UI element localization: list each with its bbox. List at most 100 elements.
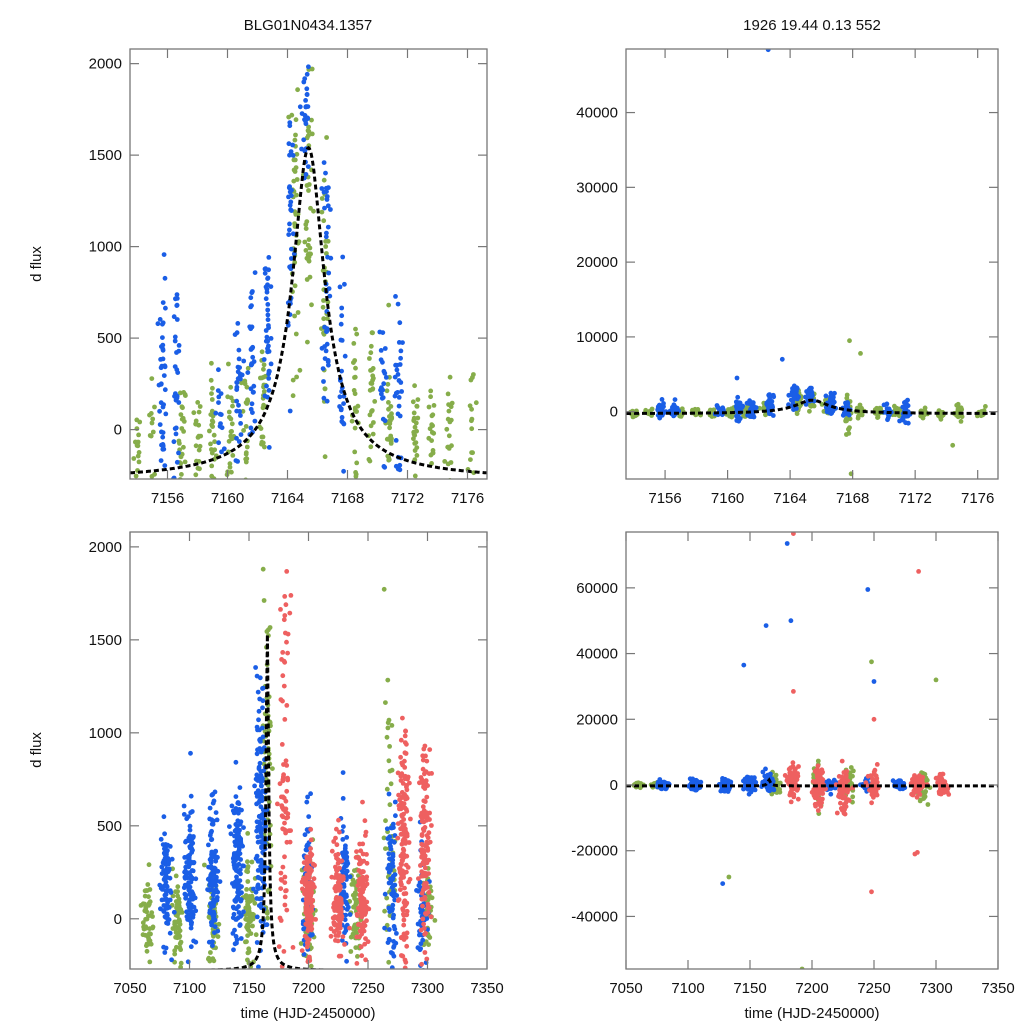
point-blue [163, 905, 169, 911]
point-blue [254, 673, 260, 679]
point-blue [287, 184, 292, 190]
point-blue [256, 875, 262, 881]
point-blue [234, 863, 240, 869]
point-red [408, 816, 413, 822]
point-blue [387, 856, 392, 862]
point-blue [304, 92, 310, 97]
point-blue [264, 334, 270, 340]
point-green [371, 375, 376, 381]
point-blue [338, 407, 344, 413]
point-red [398, 754, 403, 760]
point-blue [386, 862, 392, 868]
point-green [354, 331, 360, 337]
point-green [353, 474, 359, 479]
x-tick-label: 7350 [470, 980, 503, 997]
point-red [422, 881, 427, 887]
point-red [784, 775, 790, 780]
point-blue [323, 234, 329, 240]
point-red [337, 829, 342, 835]
point-green [194, 458, 199, 464]
point-blue [235, 321, 241, 326]
point-blue [262, 266, 268, 272]
point-red [285, 777, 291, 783]
point-green [209, 408, 215, 414]
point-blue [289, 208, 294, 214]
point-blue [209, 872, 215, 878]
point-blue [233, 822, 239, 827]
point-blue [341, 421, 347, 427]
point-red [328, 926, 334, 932]
point-green [243, 477, 248, 479]
point-blue [391, 888, 396, 894]
point-green [148, 913, 154, 918]
point-blue [327, 293, 333, 299]
point-green [209, 360, 214, 366]
point-blue [339, 938, 345, 943]
point-red [284, 839, 290, 845]
point-blue [325, 224, 331, 230]
x-tick-label: 7172 [391, 490, 424, 507]
y-tick-label: 0 [114, 911, 122, 928]
point-blue [339, 338, 345, 343]
point-blue [214, 874, 219, 880]
point-blue [417, 932, 422, 938]
point-red [304, 885, 310, 891]
point-green [258, 375, 263, 381]
point-green [352, 449, 358, 455]
point-red [303, 866, 308, 872]
point-green [387, 744, 392, 749]
point-blue [289, 246, 294, 252]
point-red [424, 794, 430, 800]
point-green [983, 404, 988, 409]
point-blue [221, 446, 227, 452]
point-blue [234, 877, 240, 883]
point-blue [253, 665, 258, 670]
point-green [470, 375, 475, 380]
point-blue [265, 312, 271, 318]
point-red [284, 788, 290, 794]
point-green [245, 864, 251, 869]
point-blue [424, 916, 430, 921]
point-red [404, 943, 410, 949]
point-blue [234, 917, 239, 922]
point-blue [236, 810, 241, 816]
point-green [244, 887, 250, 892]
point-blue [212, 789, 218, 795]
point-green [308, 251, 313, 257]
point-red [283, 809, 289, 815]
point-red [418, 863, 423, 868]
point-red [400, 953, 406, 959]
point-red [401, 917, 407, 923]
point-blue [766, 392, 772, 398]
point-blue [378, 348, 384, 353]
point-blue [183, 895, 189, 901]
point-outlier-blue [734, 375, 740, 381]
point-blue [266, 323, 271, 328]
point-red [419, 777, 425, 783]
point-red [332, 922, 338, 928]
point-green [179, 472, 184, 477]
point-red [400, 715, 405, 721]
point-green [428, 394, 433, 400]
point-red [419, 853, 425, 859]
y-tick-label: 2000 [89, 56, 122, 73]
point-green [429, 438, 434, 443]
point-blue [810, 393, 815, 398]
point-red [365, 939, 371, 945]
point-blue [760, 779, 766, 785]
point-green [136, 450, 142, 455]
point-red [282, 613, 288, 618]
point-red [815, 763, 821, 769]
point-blue [344, 868, 350, 874]
point-blue [669, 411, 675, 417]
point-red [288, 593, 294, 598]
point-blue [399, 389, 404, 394]
point-green [923, 789, 928, 794]
point-blue [252, 270, 258, 275]
point-green [428, 388, 434, 394]
point-red [359, 953, 365, 959]
point-blue [238, 843, 244, 849]
point-blue [267, 369, 272, 374]
point-green [324, 135, 329, 140]
point-blue [791, 396, 797, 402]
